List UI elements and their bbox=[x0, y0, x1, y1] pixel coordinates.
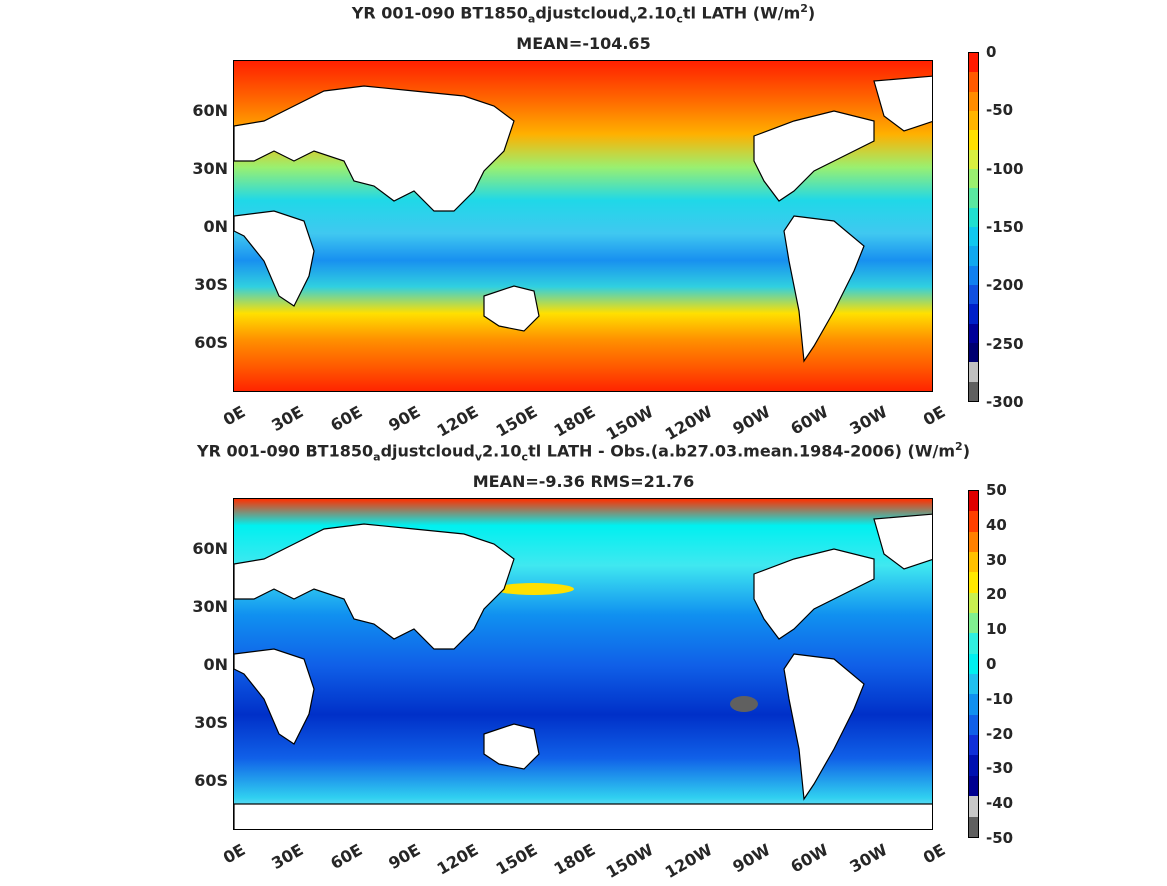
colorbar-swatch bbox=[969, 572, 978, 593]
colorbar-label: 30 bbox=[986, 550, 1007, 569]
colorbar-swatch bbox=[969, 714, 978, 736]
xtick-label: 120W bbox=[661, 840, 716, 882]
colorbar-swatch bbox=[969, 110, 978, 131]
panel1-ytick-60N: 60N bbox=[192, 101, 228, 120]
colorbar-label: -50 bbox=[986, 829, 1014, 847]
colorbar-swatch bbox=[969, 246, 978, 266]
colorbar-swatch bbox=[969, 304, 978, 324]
xtick-label: 120E bbox=[433, 840, 482, 879]
colorbar-label: 0 bbox=[986, 43, 997, 61]
colorbar-swatch bbox=[969, 207, 978, 227]
colorbar-swatch bbox=[969, 342, 978, 363]
xtick-label: 180E bbox=[550, 840, 599, 879]
panel1-ytick-30N: 30N bbox=[192, 159, 228, 178]
colorbar-swatch bbox=[969, 226, 978, 247]
panel2-ytick-30S: 30S bbox=[194, 713, 228, 732]
colorbar-swatch bbox=[969, 491, 978, 512]
colorbar-swatch bbox=[969, 653, 978, 675]
colorbar-swatch bbox=[969, 552, 978, 573]
panel1-ytick-30S: 30S bbox=[194, 275, 228, 294]
colorbar-label: -100 bbox=[986, 159, 1024, 178]
panel2-ytick-0N: 0N bbox=[203, 655, 228, 674]
panel2-stats: MEAN=-9.36 RMS=21.76 bbox=[472, 472, 695, 491]
panel1-title: YR 001-090 BT1850adjustcloudv2.10ctl LAT… bbox=[351, 2, 816, 26]
xtick-label: 150W bbox=[603, 840, 657, 882]
colorbar-label: -20 bbox=[986, 724, 1014, 743]
colorbar-label: 20 bbox=[986, 585, 1007, 604]
xtick-label: 30W bbox=[846, 840, 891, 877]
colorbar-label: -300 bbox=[986, 393, 1024, 411]
colorbar-swatch bbox=[969, 796, 978, 817]
colorbar-label: 0 bbox=[986, 655, 997, 673]
colorbar-swatch bbox=[969, 735, 978, 756]
colorbar-label: -50 bbox=[986, 101, 1014, 120]
colorbar-swatch bbox=[969, 816, 978, 837]
colorbar-label: -200 bbox=[986, 276, 1024, 295]
colorbar-label: 40 bbox=[986, 515, 1007, 534]
colorbar-swatch bbox=[969, 188, 978, 208]
panel1-ytick-60S: 60S bbox=[194, 333, 228, 352]
colorbar-swatch bbox=[969, 149, 978, 169]
panel2-title: YR 001-090 BT1850adjustcloudv2.10ctl LAT… bbox=[197, 440, 970, 464]
colorbar-swatch bbox=[969, 381, 978, 401]
colorbar-swatch bbox=[969, 755, 978, 776]
colorbar-swatch bbox=[969, 531, 978, 553]
colorbar-swatch bbox=[969, 168, 978, 189]
panel2-ytick-30N: 30N bbox=[192, 597, 228, 616]
panel1-ytick-0N: 0N bbox=[203, 217, 228, 236]
xtick-label: 150E bbox=[492, 840, 541, 879]
colorbar-label: -40 bbox=[986, 794, 1014, 813]
colorbar-label: 10 bbox=[986, 620, 1007, 639]
colorbar-swatch bbox=[969, 265, 978, 285]
xtick-label: 90E bbox=[385, 840, 424, 874]
colorbar-swatch bbox=[969, 613, 978, 634]
colorbar-swatch bbox=[969, 775, 978, 797]
colorbar-swatch bbox=[969, 592, 978, 614]
panel2-ytick-60S: 60S bbox=[194, 771, 228, 790]
panel2-ytick-60N: 60N bbox=[192, 539, 228, 558]
panel1-map bbox=[233, 60, 933, 392]
colorbar-swatch bbox=[969, 53, 978, 73]
panel2-map bbox=[233, 498, 933, 830]
colorbar-swatch bbox=[969, 323, 978, 343]
colorbar-swatch bbox=[969, 130, 978, 150]
colorbar-swatch bbox=[969, 633, 978, 654]
colorbar-swatch bbox=[969, 91, 978, 111]
xtick-label: 60W bbox=[787, 840, 832, 877]
colorbar-label: 50 bbox=[986, 481, 1007, 499]
colorbar-swatch bbox=[969, 72, 978, 92]
xtick-label: 30E bbox=[268, 840, 307, 874]
panel2-colorbar bbox=[968, 490, 979, 838]
panel1-stats: MEAN=-104.65 bbox=[516, 34, 651, 53]
xtick-label: 0E bbox=[219, 840, 249, 868]
colorbar-label: -250 bbox=[986, 334, 1024, 353]
colorbar-swatch bbox=[969, 362, 978, 382]
xtick-label: 90W bbox=[729, 840, 774, 877]
colorbar-swatch bbox=[969, 694, 978, 715]
colorbar-swatch bbox=[969, 674, 978, 695]
panel1-colorbar bbox=[968, 52, 979, 402]
colorbar-swatch bbox=[969, 284, 978, 305]
colorbar-label: -10 bbox=[986, 689, 1014, 708]
xtick-label: 60E bbox=[326, 840, 366, 874]
colorbar-label: -30 bbox=[986, 759, 1014, 778]
xtick-label: 0E bbox=[919, 840, 949, 868]
colorbar-label: -150 bbox=[986, 218, 1024, 236]
colorbar-swatch bbox=[969, 511, 978, 532]
